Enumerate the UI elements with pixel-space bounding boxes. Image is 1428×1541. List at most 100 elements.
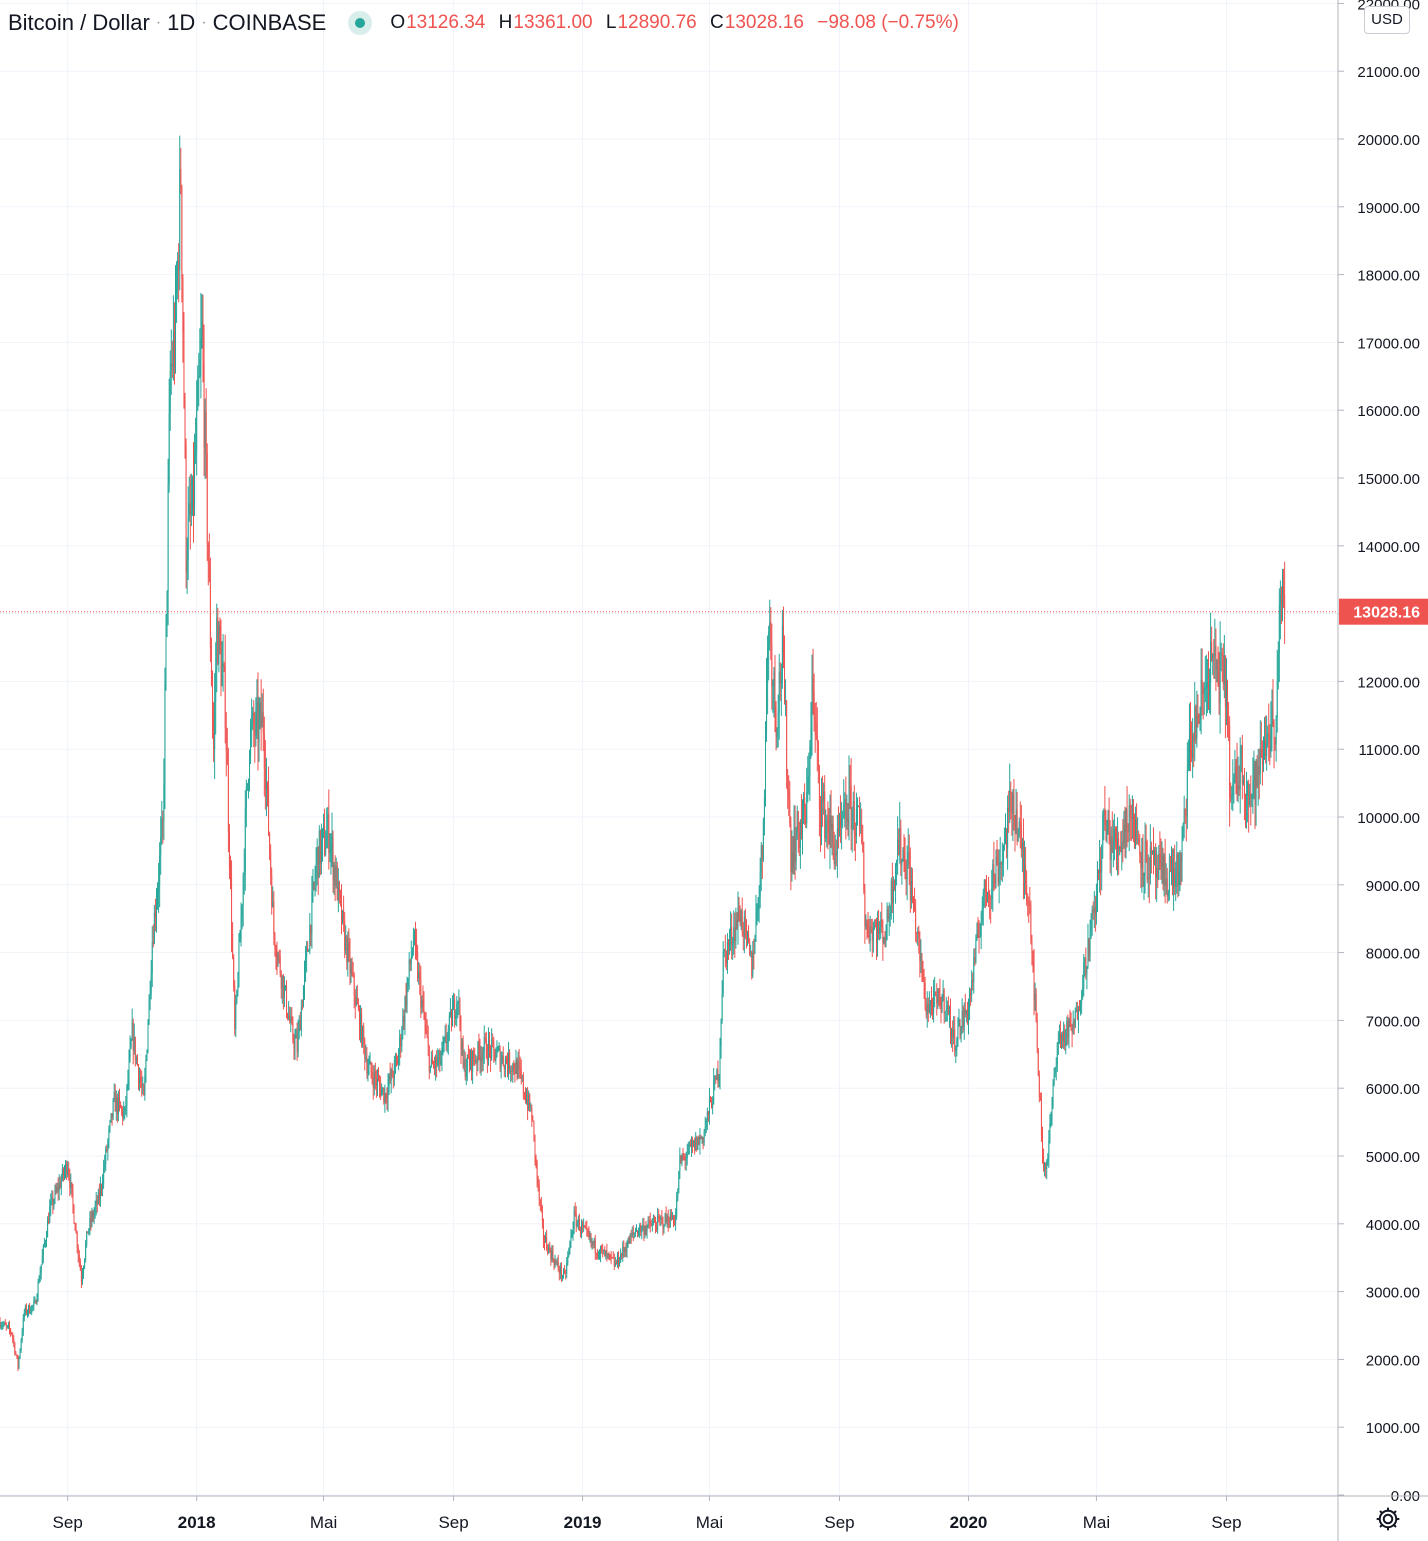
candle-body	[265, 782, 267, 790]
candle-body	[79, 1261, 81, 1271]
candle-body	[139, 1077, 141, 1082]
candle-body	[232, 934, 234, 957]
candle-body	[342, 910, 344, 923]
candle-body	[549, 1245, 551, 1251]
y-tick-label: 21000.00	[1357, 64, 1420, 81]
candle-body	[1057, 1042, 1059, 1044]
candle-body	[845, 799, 847, 821]
candle-body	[1020, 826, 1022, 849]
candle-body	[647, 1220, 649, 1227]
candle-body	[1015, 809, 1017, 834]
y-tick-label: 5000.00	[1366, 1149, 1420, 1166]
interval-label[interactable]: 1D	[167, 10, 196, 35]
candle-body	[157, 891, 159, 905]
candle-body	[131, 1022, 133, 1041]
candle-body	[489, 1040, 491, 1047]
candle-body	[416, 943, 418, 954]
candle-body	[499, 1048, 501, 1069]
candle-body	[289, 1015, 291, 1022]
candle-body	[930, 1000, 932, 1006]
candle-body	[302, 986, 304, 1008]
candle-body	[55, 1189, 57, 1192]
candle-body	[122, 1108, 124, 1118]
candle-body	[880, 919, 882, 928]
candle-body	[315, 863, 317, 879]
candle-body	[81, 1274, 83, 1282]
candle-body	[573, 1210, 575, 1229]
candle-body	[1251, 794, 1253, 799]
candle-body	[755, 912, 757, 939]
candle-body	[1090, 918, 1092, 931]
candle-body	[520, 1070, 522, 1079]
symbol-name[interactable]: Bitcoin / Dollar	[8, 10, 150, 35]
candle-body	[268, 785, 270, 834]
candle-body	[701, 1137, 703, 1139]
candle-body	[423, 1003, 425, 1018]
candle-body	[1008, 808, 1010, 813]
candle-body	[1193, 734, 1195, 741]
candle-body	[629, 1234, 631, 1244]
candle-body	[94, 1206, 96, 1213]
candle-body	[1018, 822, 1020, 836]
candle-body	[577, 1218, 579, 1223]
currency-button[interactable]: USD	[1364, 6, 1410, 34]
candle-body	[1091, 909, 1093, 919]
candle-body	[271, 875, 273, 907]
candle-body	[683, 1156, 685, 1158]
candle-body	[327, 813, 329, 833]
candle-body	[861, 824, 863, 843]
candle-body	[727, 941, 729, 946]
candle-body	[919, 937, 921, 962]
candle-body	[118, 1097, 120, 1103]
candle-body	[760, 845, 762, 873]
candle-body	[889, 914, 891, 916]
candle-body	[540, 1204, 542, 1211]
candle-body	[1113, 828, 1115, 842]
candle-body	[142, 1085, 144, 1087]
candle-body	[348, 942, 350, 950]
candle-body	[1045, 1162, 1047, 1170]
candle-body	[1198, 717, 1200, 723]
candle-body	[4, 1322, 6, 1325]
candle-body	[667, 1216, 669, 1225]
candle-body	[870, 926, 872, 928]
candle-body	[1243, 778, 1245, 798]
candle-body	[25, 1306, 27, 1314]
candle-body	[710, 1098, 712, 1101]
candle-body	[269, 833, 271, 853]
candle-body	[36, 1297, 38, 1304]
candle-body	[1035, 993, 1037, 1021]
candle-body	[1112, 841, 1114, 853]
candle-body	[1206, 682, 1208, 684]
candle-body	[1170, 858, 1172, 872]
candle-body	[1122, 841, 1124, 843]
candle-body	[186, 560, 188, 572]
candle-body	[109, 1121, 111, 1130]
candle-body	[1046, 1161, 1048, 1170]
candle-body	[860, 824, 862, 826]
candle-body	[1026, 884, 1028, 902]
candle-body	[589, 1235, 591, 1238]
candle-body	[697, 1137, 699, 1150]
candle-body	[677, 1192, 679, 1200]
candle-body	[554, 1260, 556, 1266]
candle-body	[962, 1010, 964, 1028]
candle-body	[435, 1056, 437, 1069]
candle-body	[264, 768, 266, 790]
close-value: 13028.16	[724, 12, 804, 33]
candle-body	[796, 811, 798, 838]
candle-body	[1277, 653, 1279, 682]
candle-body	[682, 1156, 684, 1158]
candle-body	[165, 615, 167, 683]
candle-body	[723, 949, 725, 952]
candle-body	[345, 936, 347, 951]
candle-body	[337, 881, 339, 900]
candle-body	[739, 917, 741, 924]
candle-body	[890, 880, 892, 915]
candle-body	[341, 898, 343, 923]
gear-icon[interactable]	[1372, 1503, 1404, 1535]
candle-body	[1283, 587, 1285, 595]
candle-body	[643, 1224, 645, 1235]
candle-body	[1278, 604, 1280, 654]
